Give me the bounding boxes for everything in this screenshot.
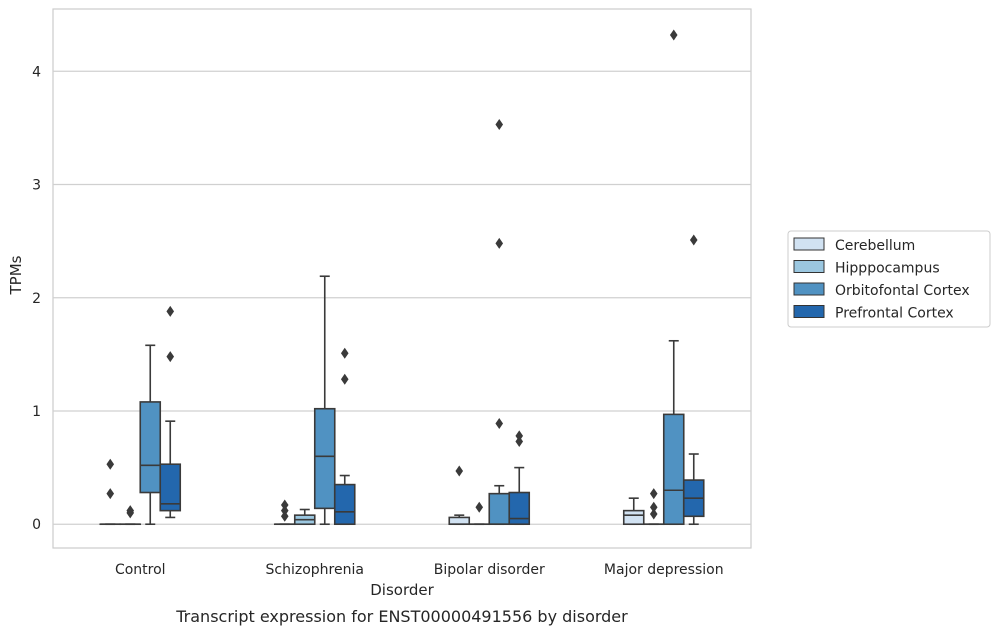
box-cerebellum [273, 499, 296, 526]
y-axis-label: TPMs [7, 255, 25, 295]
outlier-point [106, 488, 115, 500]
outlier-point [649, 501, 658, 513]
outlier-point [280, 510, 289, 522]
legend-label: Orbitofontal Cortex [835, 283, 970, 299]
legend-swatch [793, 282, 825, 296]
y-tick-label: 2 [32, 291, 41, 307]
y-tick-label: 0 [32, 517, 41, 533]
box-iqr [622, 509, 645, 526]
outlier-point [106, 458, 115, 470]
legend-label: Cerebellum [835, 238, 915, 254]
box-iqr [508, 491, 531, 526]
plot-frame [52, 8, 752, 549]
box-cerebellum [622, 497, 645, 526]
outlier-point [166, 351, 175, 363]
box-orbitofontal-cortex [662, 29, 685, 526]
box-cerebellum [448, 465, 471, 526]
box-prefrontal-cortex [682, 234, 705, 526]
box-orbitofontal-cortex [313, 275, 336, 526]
box-iqr [662, 413, 685, 526]
box-iqr [159, 463, 182, 512]
box-hipppocampus [293, 508, 316, 526]
box-orbitofontal-cortex [488, 119, 511, 526]
x-tick-label: Schizophrenia [266, 562, 364, 578]
outlier-point [669, 29, 678, 41]
x-axis-label: Disorder [370, 581, 434, 599]
box-prefrontal-cortex [508, 430, 531, 526]
outlier-point [166, 305, 175, 317]
box-prefrontal-cortex [333, 347, 356, 526]
legend-frame [787, 230, 991, 328]
box-prefrontal-cortex [159, 305, 182, 519]
outlier-point [455, 465, 464, 477]
outlier-point [340, 347, 349, 359]
x-tick-label: Bipolar disorder [434, 562, 545, 578]
outlier-point [126, 507, 135, 519]
legend-label: Prefrontal Cortex [835, 306, 954, 322]
outlier-point [515, 436, 524, 448]
y-tick-label: 4 [32, 64, 41, 80]
box-hipppocampus [468, 501, 491, 526]
box-iqr [333, 483, 356, 526]
outlier-point [515, 430, 524, 442]
outlier-point [649, 508, 658, 520]
outlier-point [280, 505, 289, 517]
y-tick-label: 1 [32, 404, 41, 420]
y-tick-label: 3 [32, 178, 41, 194]
outlier-point [340, 373, 349, 385]
outlier-point [689, 234, 698, 246]
box-orbitofontal-cortex [139, 344, 162, 526]
box-iqr [488, 492, 511, 526]
legend-swatch [793, 305, 825, 318]
x-axis-ticks: Control Schizophrenia Bipolar disorder Majo… [115, 562, 724, 578]
x-tick-label: Major depression [604, 562, 724, 578]
boxes [99, 29, 705, 526]
outlier-point [495, 119, 504, 130]
outlier-point [475, 501, 484, 513]
y-axis-ticks: 0 1 2 3 4 [32, 64, 41, 533]
box-iqr [448, 516, 471, 526]
outlier-point [649, 488, 658, 500]
plot-area [52, 8, 752, 549]
box-iqr [139, 401, 162, 494]
box-iqr [313, 407, 336, 510]
x-tick-label: Control [115, 562, 166, 578]
chart-caption: Transcript expression for ENST0000049155… [175, 607, 628, 626]
box-hipppocampus [119, 505, 142, 526]
box-cerebellum [99, 458, 122, 526]
outlier-point [280, 499, 289, 511]
legend-label: Hipppocampus [835, 261, 940, 277]
outlier-point [495, 417, 504, 429]
outlier-point [495, 237, 504, 249]
legend: Cerebellum Hipppocampus Orbitofontal Corte… [787, 230, 991, 328]
legend-swatch [793, 260, 825, 273]
legend-swatch [793, 237, 825, 251]
